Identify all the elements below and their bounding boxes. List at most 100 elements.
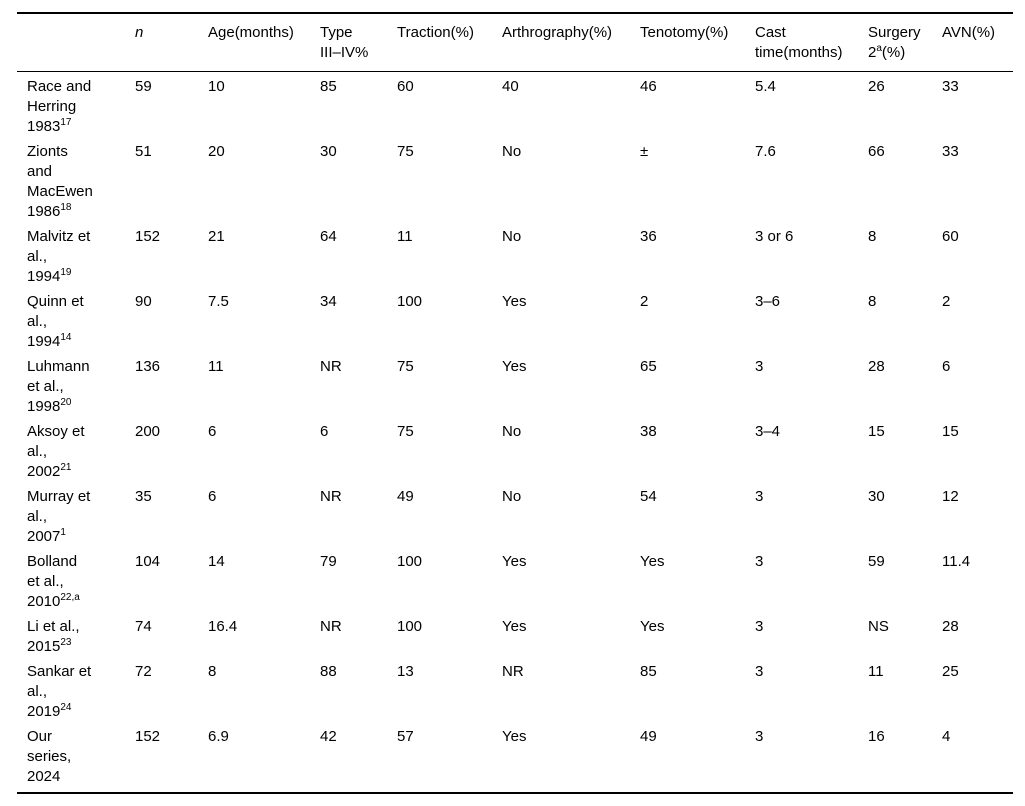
cell-surgery2: 16 [868, 728, 885, 745]
study-cell: Luhmann et al., 199820 [27, 358, 90, 415]
cell-age: 16.4 [208, 618, 238, 635]
cell-n: 74 [135, 618, 152, 635]
table-body: Race and Herring 198317 59 10 85 60 40 46 5.4 26 33… [17, 72, 1013, 794]
citation-superscript: 24 [60, 702, 72, 713]
cell-cast-time: 3 or 6 [755, 228, 794, 245]
study-cell: Zionts and MacEwen 198618 [27, 143, 93, 220]
citation-superscript: 18 [60, 202, 72, 213]
cell-avn: 2 [942, 293, 951, 310]
table-row: Quinn et al., 199414 90 7.5 34 100 Yes 2 3–6 8 2 [17, 287, 1013, 352]
cell-tenotomy: 36 [640, 228, 657, 245]
cell-surgery2: 8 [868, 228, 877, 245]
cell-type: NR [320, 618, 342, 635]
cell-surgery2: 15 [868, 423, 885, 440]
citation-superscript: 23 [60, 637, 72, 648]
cell-avn: 33 [942, 143, 959, 160]
cell-age: 6.9 [208, 728, 229, 745]
col-header-age: Age(months) [208, 13, 320, 72]
study-cell: Bolland et al., 201022,a [27, 553, 80, 610]
cell-avn: 6 [942, 358, 951, 375]
table-row: Our series, 2024 152 6.9 42 57 Yes 49 3 16 4 [17, 722, 1013, 793]
cell-cast-time: 5.4 [755, 78, 776, 95]
cell-arthrography: Yes [502, 293, 527, 310]
table-row: Zionts and MacEwen 198618 51 20 30 75 No ±7.6 66 33 [17, 137, 1013, 222]
cell-age: 7.5 [208, 293, 229, 310]
cell-avn: 11.4 [942, 553, 971, 570]
table-row: Luhmann et al., 199820 136 11 NR 75 Yes 65 3 28 6 [17, 352, 1013, 417]
table-header: n Age(months) Type III–IV% Traction(%) Arthro… [17, 13, 1013, 72]
cell-surgery2: 8 [868, 293, 877, 310]
cell-n: 200 [135, 423, 161, 440]
col-header-traction: Traction(%) [397, 13, 502, 72]
table-row: Malvitz et al., 199419 152 21 64 11 No 36 3 or 6 8… [17, 222, 1013, 287]
cell-traction: 100 [397, 553, 423, 570]
col-header-tenotomy: Tenotomy(%) [640, 13, 755, 72]
cell-n: 35 [135, 488, 152, 505]
cell-traction: 75 [397, 423, 414, 440]
cell-type: 6 [320, 423, 329, 440]
study-cell: Aksoy et al., 200221 [27, 423, 85, 480]
cell-traction: 13 [397, 663, 414, 680]
cell-cast-time: 3 [755, 553, 764, 570]
col-header-avn: AVN(%) [942, 13, 1013, 72]
cell-type: 34 [320, 293, 337, 310]
cell-avn: 28 [942, 618, 959, 635]
cell-traction: 100 [397, 618, 423, 635]
cell-arthrography: No [502, 143, 522, 160]
cell-avn: 15 [942, 423, 959, 440]
cell-cast-time: 3 [755, 488, 764, 505]
cell-type: NR [320, 358, 342, 375]
study-cell: Quinn et al., 199414 [27, 293, 84, 350]
cell-arthrography: No [502, 423, 522, 440]
cell-tenotomy: Yes [640, 618, 665, 635]
cell-surgery2: 66 [868, 143, 885, 160]
cell-cast-time: 3–6 [755, 293, 781, 310]
cell-age: 10 [208, 78, 225, 95]
table-row: Aksoy et al., 200221 200 6 6 75 No 38 3–4 15 15 [17, 417, 1013, 482]
cell-tenotomy: 2 [640, 293, 649, 310]
citation-superscript: 14 [60, 332, 72, 343]
cell-tenotomy: 54 [640, 488, 657, 505]
citation-superscript: 1 [60, 527, 66, 538]
cell-surgery2: 28 [868, 358, 885, 375]
cell-cast-time: 3–4 [755, 423, 781, 440]
cell-surgery2: 59 [868, 553, 885, 570]
cell-n: 51 [135, 143, 152, 160]
cell-age: 14 [208, 553, 225, 570]
table-row: Murray et al., 20071 35 6 NR 49 No 54 3 30 12 [17, 482, 1013, 547]
cell-n: 59 [135, 78, 152, 95]
cell-n: 72 [135, 663, 152, 680]
cell-arthrography: 40 [502, 78, 519, 95]
cell-tenotomy: 65 [640, 358, 657, 375]
cell-n: 136 [135, 358, 161, 375]
study-cell: Li et al., 201523 [27, 618, 80, 655]
table-row: Sankar et al., 201924 72 8 88 13 NR 85 3 11 25 [17, 657, 1013, 722]
citation-superscript: 22,a [60, 592, 80, 603]
cell-avn: 33 [942, 78, 959, 95]
cell-arthrography: Yes [502, 728, 527, 745]
cell-avn: 12 [942, 488, 959, 505]
cell-traction: 49 [397, 488, 414, 505]
cell-arthrography: Yes [502, 553, 527, 570]
cell-age: 8 [208, 663, 217, 680]
study-cell: Sankar et al., 201924 [27, 663, 92, 720]
cell-tenotomy: 38 [640, 423, 657, 440]
cell-age: 6 [208, 488, 217, 505]
cell-age: 20 [208, 143, 225, 160]
col-header-n: n [135, 13, 208, 72]
cell-surgery2: 26 [868, 78, 885, 95]
citation-superscript: 21 [60, 462, 72, 473]
citation-superscript: 17 [60, 117, 72, 128]
col-header-arthrography: Arthrography(%) [502, 13, 640, 72]
citation-superscript: 20 [60, 397, 72, 408]
cell-traction: 57 [397, 728, 414, 745]
cell-arthrography: No [502, 228, 522, 245]
cell-avn: 60 [942, 228, 959, 245]
cell-age: 21 [208, 228, 225, 245]
study-cell: Race and Herring 198317 [27, 78, 92, 135]
cell-tenotomy: ± [640, 143, 649, 160]
cell-traction: 75 [397, 358, 414, 375]
cell-tenotomy: 46 [640, 78, 657, 95]
header-row: n Age(months) Type III–IV% Traction(%) Arthro… [17, 13, 1013, 72]
